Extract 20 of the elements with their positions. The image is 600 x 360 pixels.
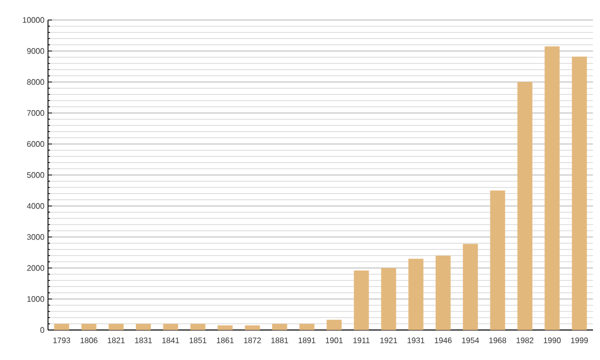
bar: [272, 324, 288, 330]
bar: [354, 270, 369, 330]
bar: [408, 258, 424, 330]
bar: [136, 324, 151, 330]
bar: [326, 320, 342, 330]
bar: [462, 244, 478, 330]
bar: [108, 324, 124, 330]
bar: [544, 46, 560, 330]
bar: [54, 324, 70, 330]
bar: [190, 324, 206, 330]
bar: [218, 325, 233, 330]
bar: [436, 256, 451, 330]
bar: [244, 325, 260, 330]
bar: [163, 324, 178, 330]
bar: [572, 56, 587, 330]
bar: [299, 324, 314, 330]
bar: [517, 82, 532, 330]
bar: [81, 324, 96, 330]
bar: [490, 190, 506, 330]
bar: [381, 268, 396, 330]
